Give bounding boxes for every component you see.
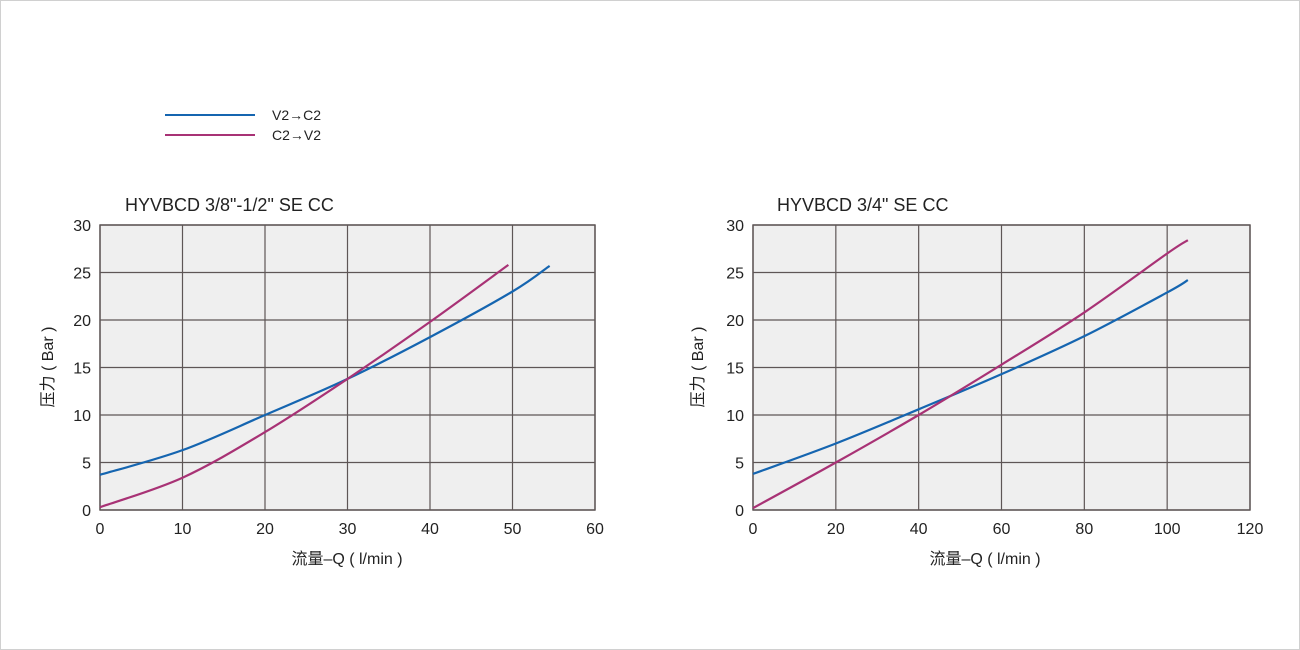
series-line-c2-v2 [752,239,1189,510]
chart-2-title: HYVBCD 3/4" SE CC [777,195,948,215]
x-tick-label: 60 [586,521,604,538]
x-tick-label: 20 [256,521,274,538]
series-line-v2-c2 [752,279,1189,475]
x-tick-label: 10 [174,521,192,538]
y-tick-label: 5 [735,456,744,473]
legend-label-c2-v2: C2→V2 [272,127,321,143]
y-tick-label: 0 [82,503,91,520]
x-tick-label: 100 [1154,521,1181,538]
chart-1-ylabel: 压力 ( Bar ) [39,327,57,408]
chart-2-ylabel: 压力 ( Bar ) [689,327,707,408]
y-tick-label: 25 [73,266,91,283]
x-tick-label: 0 [96,521,105,538]
x-tick-label: 40 [910,521,928,538]
chart-2: HYVBCD 3/4" SE CC 流量–Q ( l/min ) 压力 ( Ba… [689,195,1263,568]
y-tick-label: 30 [726,218,744,235]
x-tick-label: 120 [1237,521,1264,538]
y-tick-label: 15 [726,361,744,378]
x-tick-label: 60 [993,521,1011,538]
y-tick-label: 20 [726,313,744,330]
y-tick-label: 15 [73,361,91,378]
x-tick-label: 40 [421,521,439,538]
y-tick-label: 10 [726,408,744,425]
legend: V2→C2 C2→V2 [165,107,321,143]
chart-2-xlabel: 流量–Q ( l/min ) [929,550,1040,568]
y-tick-label: 20 [73,313,91,330]
y-tick-label: 0 [735,503,744,520]
y-tick-label: 5 [82,456,91,473]
x-tick-label: 0 [749,521,758,538]
x-tick-label: 50 [504,521,522,538]
x-tick-label: 30 [339,521,357,538]
x-tick-label: 80 [1075,521,1093,538]
chart-1-xlabel: 流量–Q ( l/min ) [291,550,402,568]
chart-1-title: HYVBCD 3/8"-1/2" SE CC [125,195,334,215]
y-tick-label: 25 [726,266,744,283]
legend-label-v2-c2: V2→C2 [272,107,321,123]
y-tick-label: 30 [73,218,91,235]
series-line-c2-v2 [99,264,510,509]
x-tick-label: 20 [827,521,845,538]
chart-1: HYVBCD 3/8"-1/2" SE CC 流量–Q ( l/min ) 压力… [39,195,604,568]
y-tick-label: 10 [73,408,91,425]
